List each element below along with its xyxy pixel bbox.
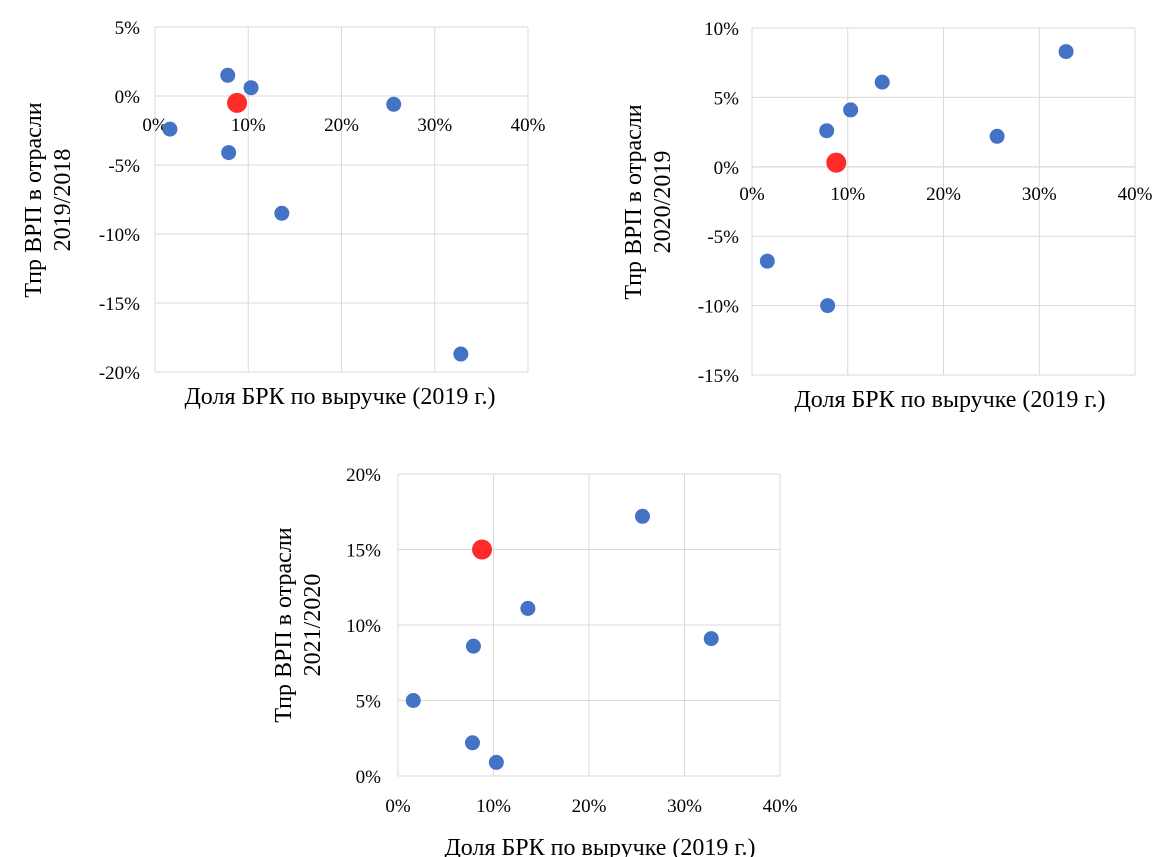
x-tick-label: 0% [142, 115, 168, 136]
x-tick-label: 40% [1118, 184, 1153, 205]
y-tick-label: -5% [707, 227, 739, 248]
x-tick-label: 10% [476, 796, 511, 817]
data-point [820, 298, 836, 314]
y-tick-label: 20% [346, 465, 381, 486]
data-point [243, 80, 259, 96]
y-tick-label: -15% [698, 366, 739, 387]
chart-1: 5%0%-5%-10%-15%-20%0% 10% 20% 30% 40%Доля БР… [21, 18, 546, 410]
data-point [221, 145, 237, 161]
x-tick-label: 10% [830, 184, 865, 205]
data-point [989, 128, 1005, 144]
x-axis-label: Доля БРК по выручке (2019 г.) [444, 835, 755, 857]
data-point [759, 253, 775, 269]
y-tick-label: 10% [346, 616, 381, 637]
y-tick-label: 5% [115, 18, 141, 39]
x-axis-label: Доля БРК по выручке (2019 г.) [794, 387, 1105, 413]
x-tick-label: 30% [417, 115, 452, 136]
y-axis-label-line: Тпр ВРП в отрасли [621, 104, 647, 299]
data-point [843, 102, 859, 118]
y-tick-label: -15% [99, 294, 140, 315]
data-point [520, 600, 536, 616]
chart-3: 20% 15% 10% 5% 0%0% 10% 20% 30% 40% Доля БРК по в… [271, 465, 798, 857]
data-point [274, 205, 290, 221]
y-tick-label: 15% [346, 541, 381, 562]
data-point [464, 735, 480, 751]
data-point [703, 631, 719, 647]
y-axis-label-line: Тпр ВРП в отрасли [271, 527, 297, 722]
data-point [386, 96, 402, 112]
y-tick-label: 0% [714, 158, 740, 179]
data-point [634, 508, 650, 524]
y-axis-label-line: 2020/2019 [650, 151, 676, 254]
x-axis-label: Доля БРК по выручке (2019 г.) [184, 384, 495, 410]
data-point [162, 121, 178, 137]
y-tick-label: -20% [99, 363, 140, 384]
data-point [1058, 44, 1074, 60]
y-tick-label: -10% [99, 225, 140, 246]
x-tick-label: 40% [763, 796, 798, 817]
x-tick-label: 0% [385, 796, 411, 817]
x-tick-label: 20% [926, 184, 961, 205]
y-tick-label: 10% [704, 19, 739, 40]
y-axis-label-line: 2021/2020 [300, 574, 326, 677]
highlight-point [826, 152, 847, 173]
y-axis-label-line: 2019/2018 [50, 149, 76, 252]
chart-2: 10% 5% 0% -5% -10% -15% 0% 10% 20% 30% 40% Доля БРК… [621, 19, 1153, 413]
y-tick-label: 0% [356, 767, 382, 788]
highlight-point [227, 92, 248, 113]
y-tick-label: 0% [115, 87, 141, 108]
data-point [819, 123, 835, 139]
y-tick-label: 5% [356, 692, 382, 713]
y-axis-label-line: Тпр ВРП в отрасли [21, 102, 47, 297]
x-tick-label: 20% [324, 115, 359, 136]
data-point [465, 638, 481, 654]
data-point [405, 693, 421, 708]
x-tick-label: 10% [231, 115, 266, 136]
data-point [874, 74, 890, 90]
y-tick-label: -10% [698, 297, 739, 318]
x-tick-label: 40% [511, 115, 546, 136]
data-point [220, 67, 236, 83]
x-tick-label: 20% [572, 796, 607, 817]
data-point [488, 754, 504, 770]
x-tick-label: 30% [667, 796, 702, 817]
x-tick-label: 0% [739, 184, 765, 205]
highlight-point [472, 539, 493, 560]
data-point [453, 346, 469, 362]
x-tick-label: 30% [1022, 184, 1057, 205]
y-tick-label: 5% [714, 88, 740, 109]
y-tick-label: -5% [108, 156, 140, 177]
